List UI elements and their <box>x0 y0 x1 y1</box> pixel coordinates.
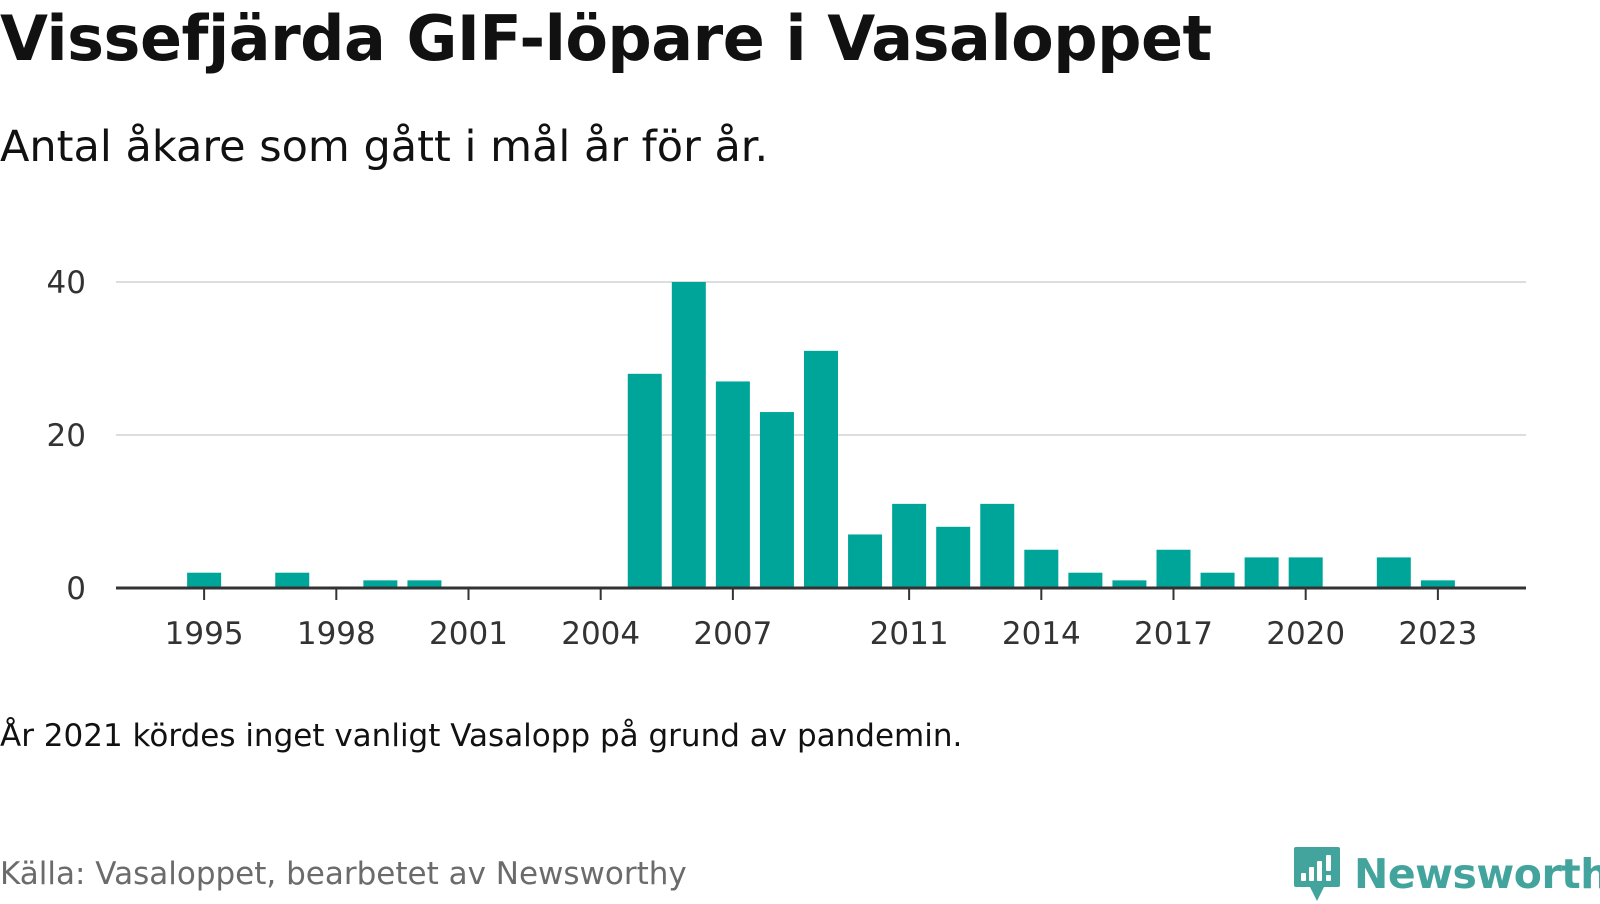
x-tick-label: 1995 <box>165 616 244 652</box>
x-tick-label: 2020 <box>1266 616 1345 652</box>
x-tick-label: 2014 <box>1002 616 1081 652</box>
x-tick-label: 2023 <box>1398 616 1477 652</box>
source-text: Källa: Vasaloppet, bearbetet av Newswort… <box>0 856 687 892</box>
bar[interactable] <box>1156 549 1191 588</box>
chart-subtitle: Antal åkare som gått i mål år för år. <box>0 122 769 172</box>
y-tick-label: 0 <box>66 571 86 607</box>
chart-note: År 2021 kördes inget vanligt Vasalopp på… <box>0 718 963 754</box>
brand-logo[interactable]: Newsworthy <box>1292 844 1600 904</box>
bar[interactable] <box>1376 557 1411 588</box>
x-tick-label: 2011 <box>870 616 949 652</box>
bar[interactable] <box>275 572 310 588</box>
x-tick-label: 2001 <box>429 616 508 652</box>
bar[interactable] <box>187 572 222 588</box>
x-axis <box>116 586 1526 600</box>
bar[interactable] <box>1244 557 1279 588</box>
bar-chart: 0 20 40 1995 1998 2001 2004 2007 2011 2014 2017 20… <box>47 265 1526 652</box>
x-tick-label: 2004 <box>561 616 640 652</box>
y-tick-label: 20 <box>47 418 86 454</box>
bar[interactable] <box>804 350 838 588</box>
newsworthy-logo-icon <box>1294 847 1340 901</box>
y-axis-labels: 0 20 40 <box>47 265 86 607</box>
x-tick-label: 1998 <box>297 616 376 652</box>
x-tick-label: 2007 <box>693 616 772 652</box>
bar[interactable] <box>1200 572 1235 588</box>
bar[interactable] <box>892 503 927 588</box>
bar[interactable] <box>759 412 794 588</box>
bar[interactable] <box>363 580 398 588</box>
bar[interactable] <box>848 534 883 588</box>
bars <box>187 282 1455 588</box>
y-tick-label: 40 <box>47 265 86 301</box>
bar[interactable] <box>671 282 706 588</box>
bar[interactable] <box>936 526 971 588</box>
x-axis-labels: 1995 1998 2001 2004 2007 2011 2014 2017 2020 2023 <box>165 616 1478 652</box>
brand-name: Newsworthy <box>1354 850 1600 898</box>
x-tick-label: 2017 <box>1134 616 1213 652</box>
bar[interactable] <box>715 381 750 588</box>
bar[interactable] <box>627 373 662 588</box>
bar[interactable] <box>1288 557 1323 588</box>
bar[interactable] <box>980 503 1015 588</box>
bar[interactable] <box>1068 572 1103 588</box>
chart-title: Vissefjärda GIF-löpare i Vasaloppet <box>0 2 1212 75</box>
bar[interactable] <box>1420 580 1455 588</box>
bar[interactable] <box>1024 549 1059 588</box>
bar[interactable] <box>1112 580 1147 588</box>
bar[interactable] <box>407 580 442 588</box>
